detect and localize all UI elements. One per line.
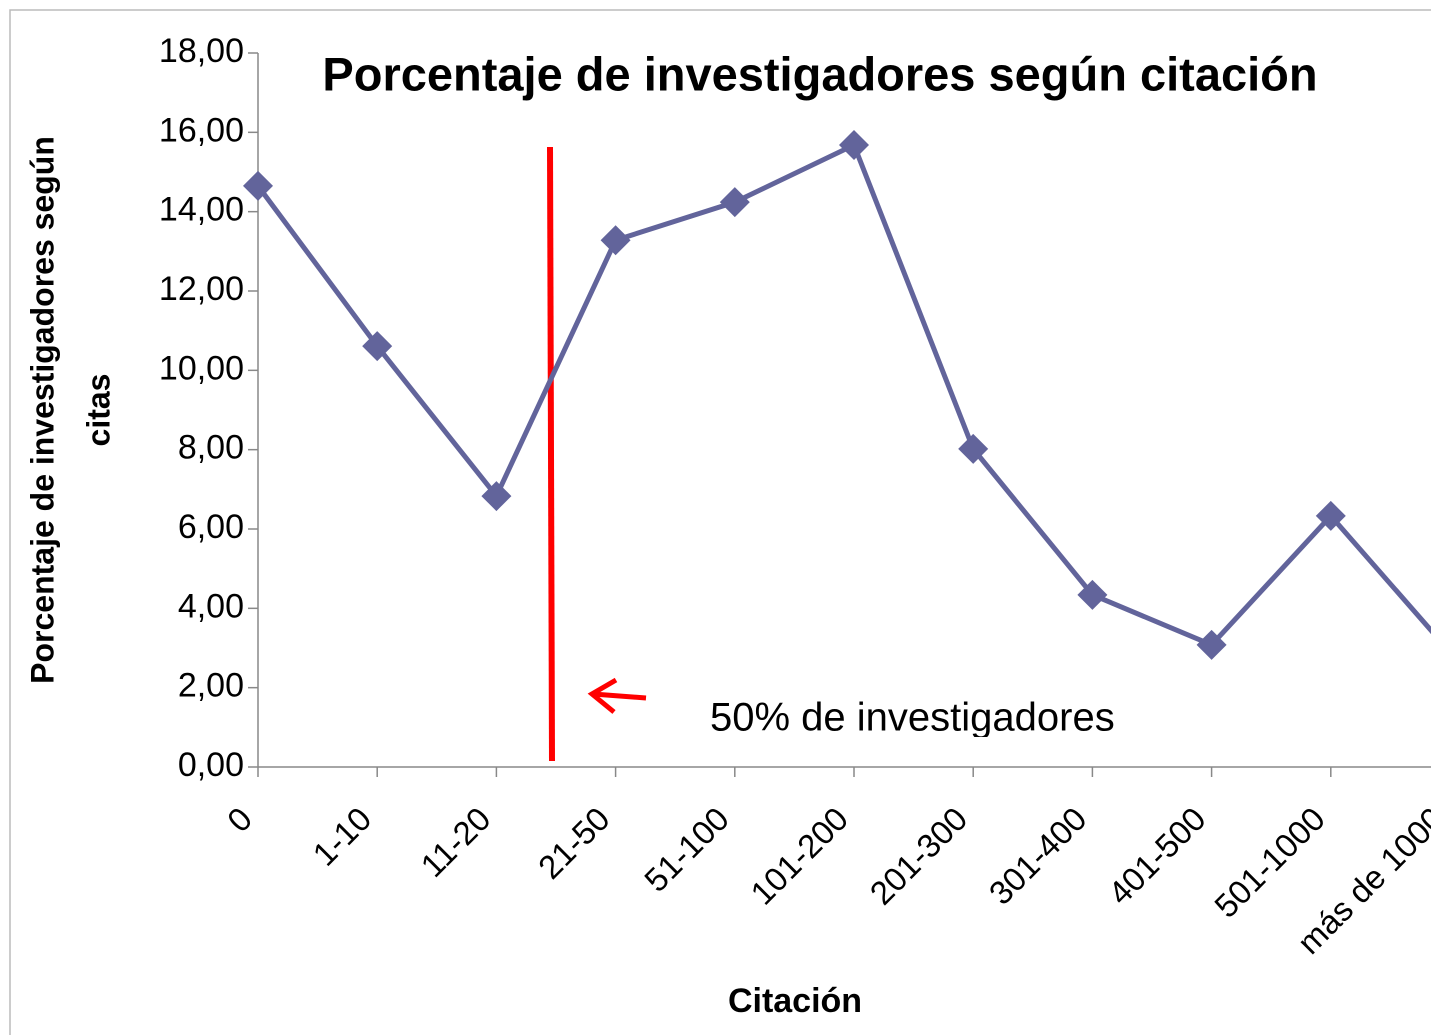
x-tick-label: 11-20	[413, 800, 497, 884]
y-tick-label: 6,00	[178, 508, 244, 546]
x-tick-label: 501-1000	[1207, 800, 1332, 925]
annotation: 50% de investigadores	[710, 696, 1115, 740]
marker	[481, 481, 512, 512]
annotation-clip: 50% de investigadores	[710, 696, 1115, 740]
y-tick-label: 10,00	[159, 349, 244, 387]
y-tick-label: 2,00	[178, 667, 244, 705]
x-tick-label: 1-10	[305, 800, 378, 873]
marker	[1196, 629, 1227, 660]
marker	[243, 170, 273, 201]
marker	[600, 225, 631, 256]
y-axis-title: Porcentaje de investigadores según citas	[24, 136, 116, 684]
x-tick-label: 401-500	[1101, 800, 1213, 912]
chart-frame	[9, 9, 1431, 1035]
y-tick-label: 16,00	[159, 111, 244, 149]
x-axis-title: Citación	[728, 982, 862, 1020]
line	[255, 141, 1431, 648]
y-tick-label: 0,00	[178, 746, 244, 784]
y-tick-label: 8,00	[178, 429, 244, 467]
x-tick-label: 201-300	[863, 800, 975, 912]
x-tick-label: 51-100	[637, 800, 736, 899]
divider-line	[547, 146, 555, 762]
x-tick-label: 0	[220, 800, 259, 839]
y-tick-label: 14,00	[159, 191, 244, 229]
y-axis-title-line: Porcentaje de investigadores según	[24, 136, 60, 684]
x-tick-label: 21-50	[531, 800, 617, 886]
marker	[839, 130, 869, 161]
y-axis-title-line: citas	[80, 374, 116, 447]
marker	[362, 331, 393, 362]
marker	[958, 433, 989, 464]
y-tick-label: 12,00	[159, 270, 244, 308]
annotation-arrow	[587, 677, 647, 714]
y-tick-label: 18,00	[159, 32, 244, 70]
marker	[1315, 500, 1346, 531]
x-tick-label: 301-400	[982, 800, 1094, 912]
chart-title: Porcentaje de investigadores según citac…	[322, 47, 1317, 100]
marker	[1077, 579, 1108, 610]
x-tick-label: 101-200	[743, 800, 855, 912]
marker	[719, 187, 750, 218]
y-tick-label: 4,00	[178, 587, 244, 625]
